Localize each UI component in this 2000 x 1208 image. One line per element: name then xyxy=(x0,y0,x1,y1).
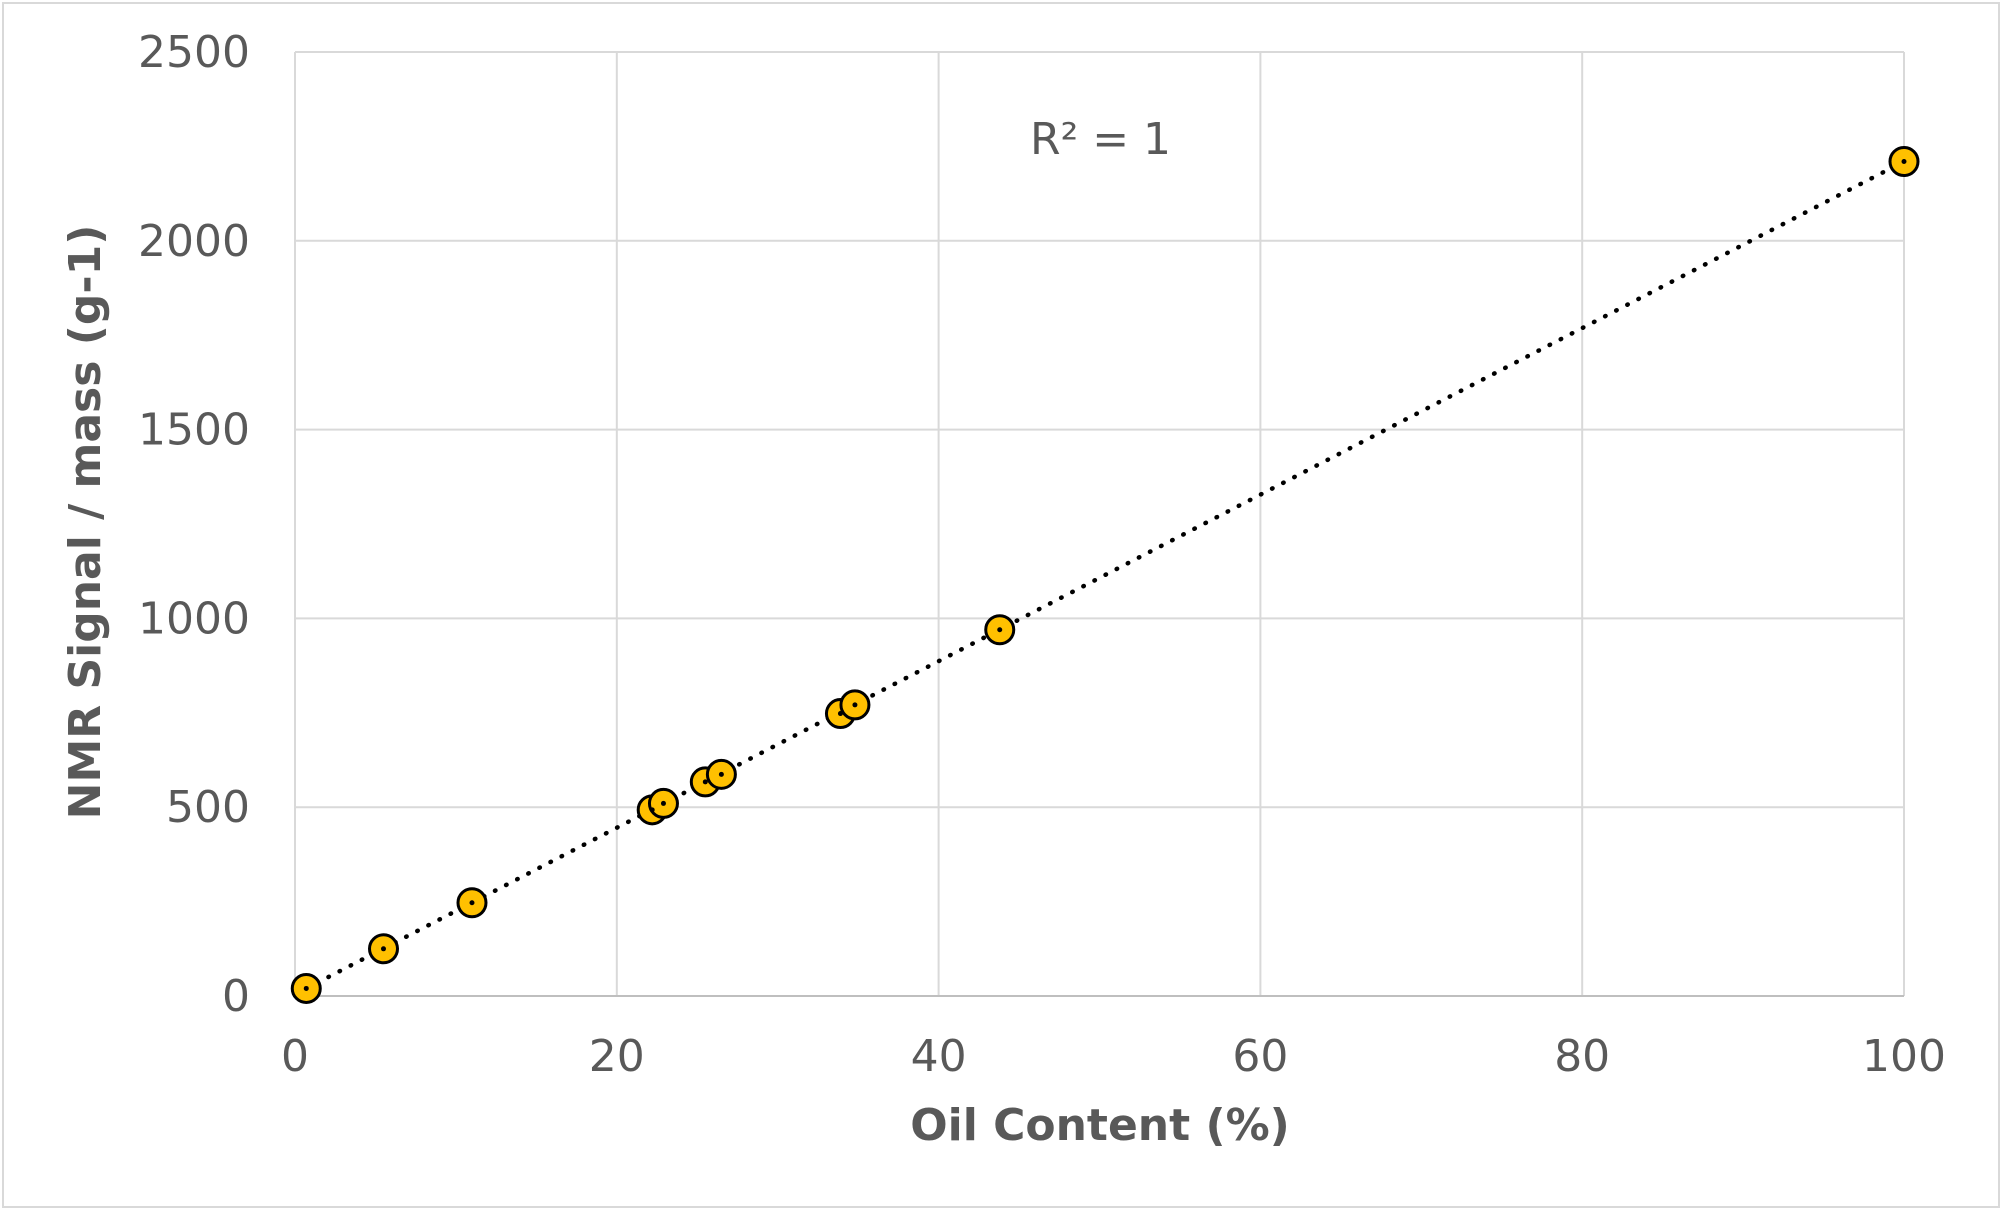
y-tick-label: 500 xyxy=(166,782,250,833)
trendline-dot xyxy=(997,627,1003,633)
x-tick-label: 80 xyxy=(1554,1031,1610,1082)
y-tick-label: 2500 xyxy=(138,27,250,78)
y-tick-label: 0 xyxy=(222,971,250,1022)
y-tick-label: 2000 xyxy=(138,216,250,267)
tick-labels: 0 500 1000 1500 2000 2500 0 20 40 60 80 100 xyxy=(138,27,1946,1082)
trendline xyxy=(304,159,1907,991)
x-tick-label: 60 xyxy=(1232,1031,1288,1082)
trendline-group xyxy=(304,159,1907,991)
data-points xyxy=(290,146,1920,1004)
x-axis-title: Oil Content (%) xyxy=(910,1100,1290,1151)
trendline-dot xyxy=(702,779,708,785)
y-axis-title: NMR Signal / mass (g-1) xyxy=(60,225,111,820)
r-squared-annotation: R² = 1 xyxy=(1030,114,1171,165)
x-tick-label: 20 xyxy=(589,1031,645,1082)
trendline-dot xyxy=(469,900,475,906)
trendline-dot xyxy=(303,985,309,991)
trendline-dot xyxy=(837,711,843,717)
x-tick-label: 40 xyxy=(911,1031,967,1082)
trendline-dot xyxy=(380,946,386,952)
trendline-dot xyxy=(852,702,858,708)
trendline-dot xyxy=(660,800,666,806)
trendline-dot xyxy=(718,771,724,777)
y-tick-label: 1500 xyxy=(138,405,250,456)
x-tick-label: 100 xyxy=(1862,1031,1946,1082)
grid xyxy=(294,51,1905,996)
x-tick-label: 0 xyxy=(281,1031,309,1082)
trendline-dot xyxy=(649,807,655,813)
trendline-dot xyxy=(1901,159,1907,165)
y-tick-label: 1000 xyxy=(138,593,250,644)
